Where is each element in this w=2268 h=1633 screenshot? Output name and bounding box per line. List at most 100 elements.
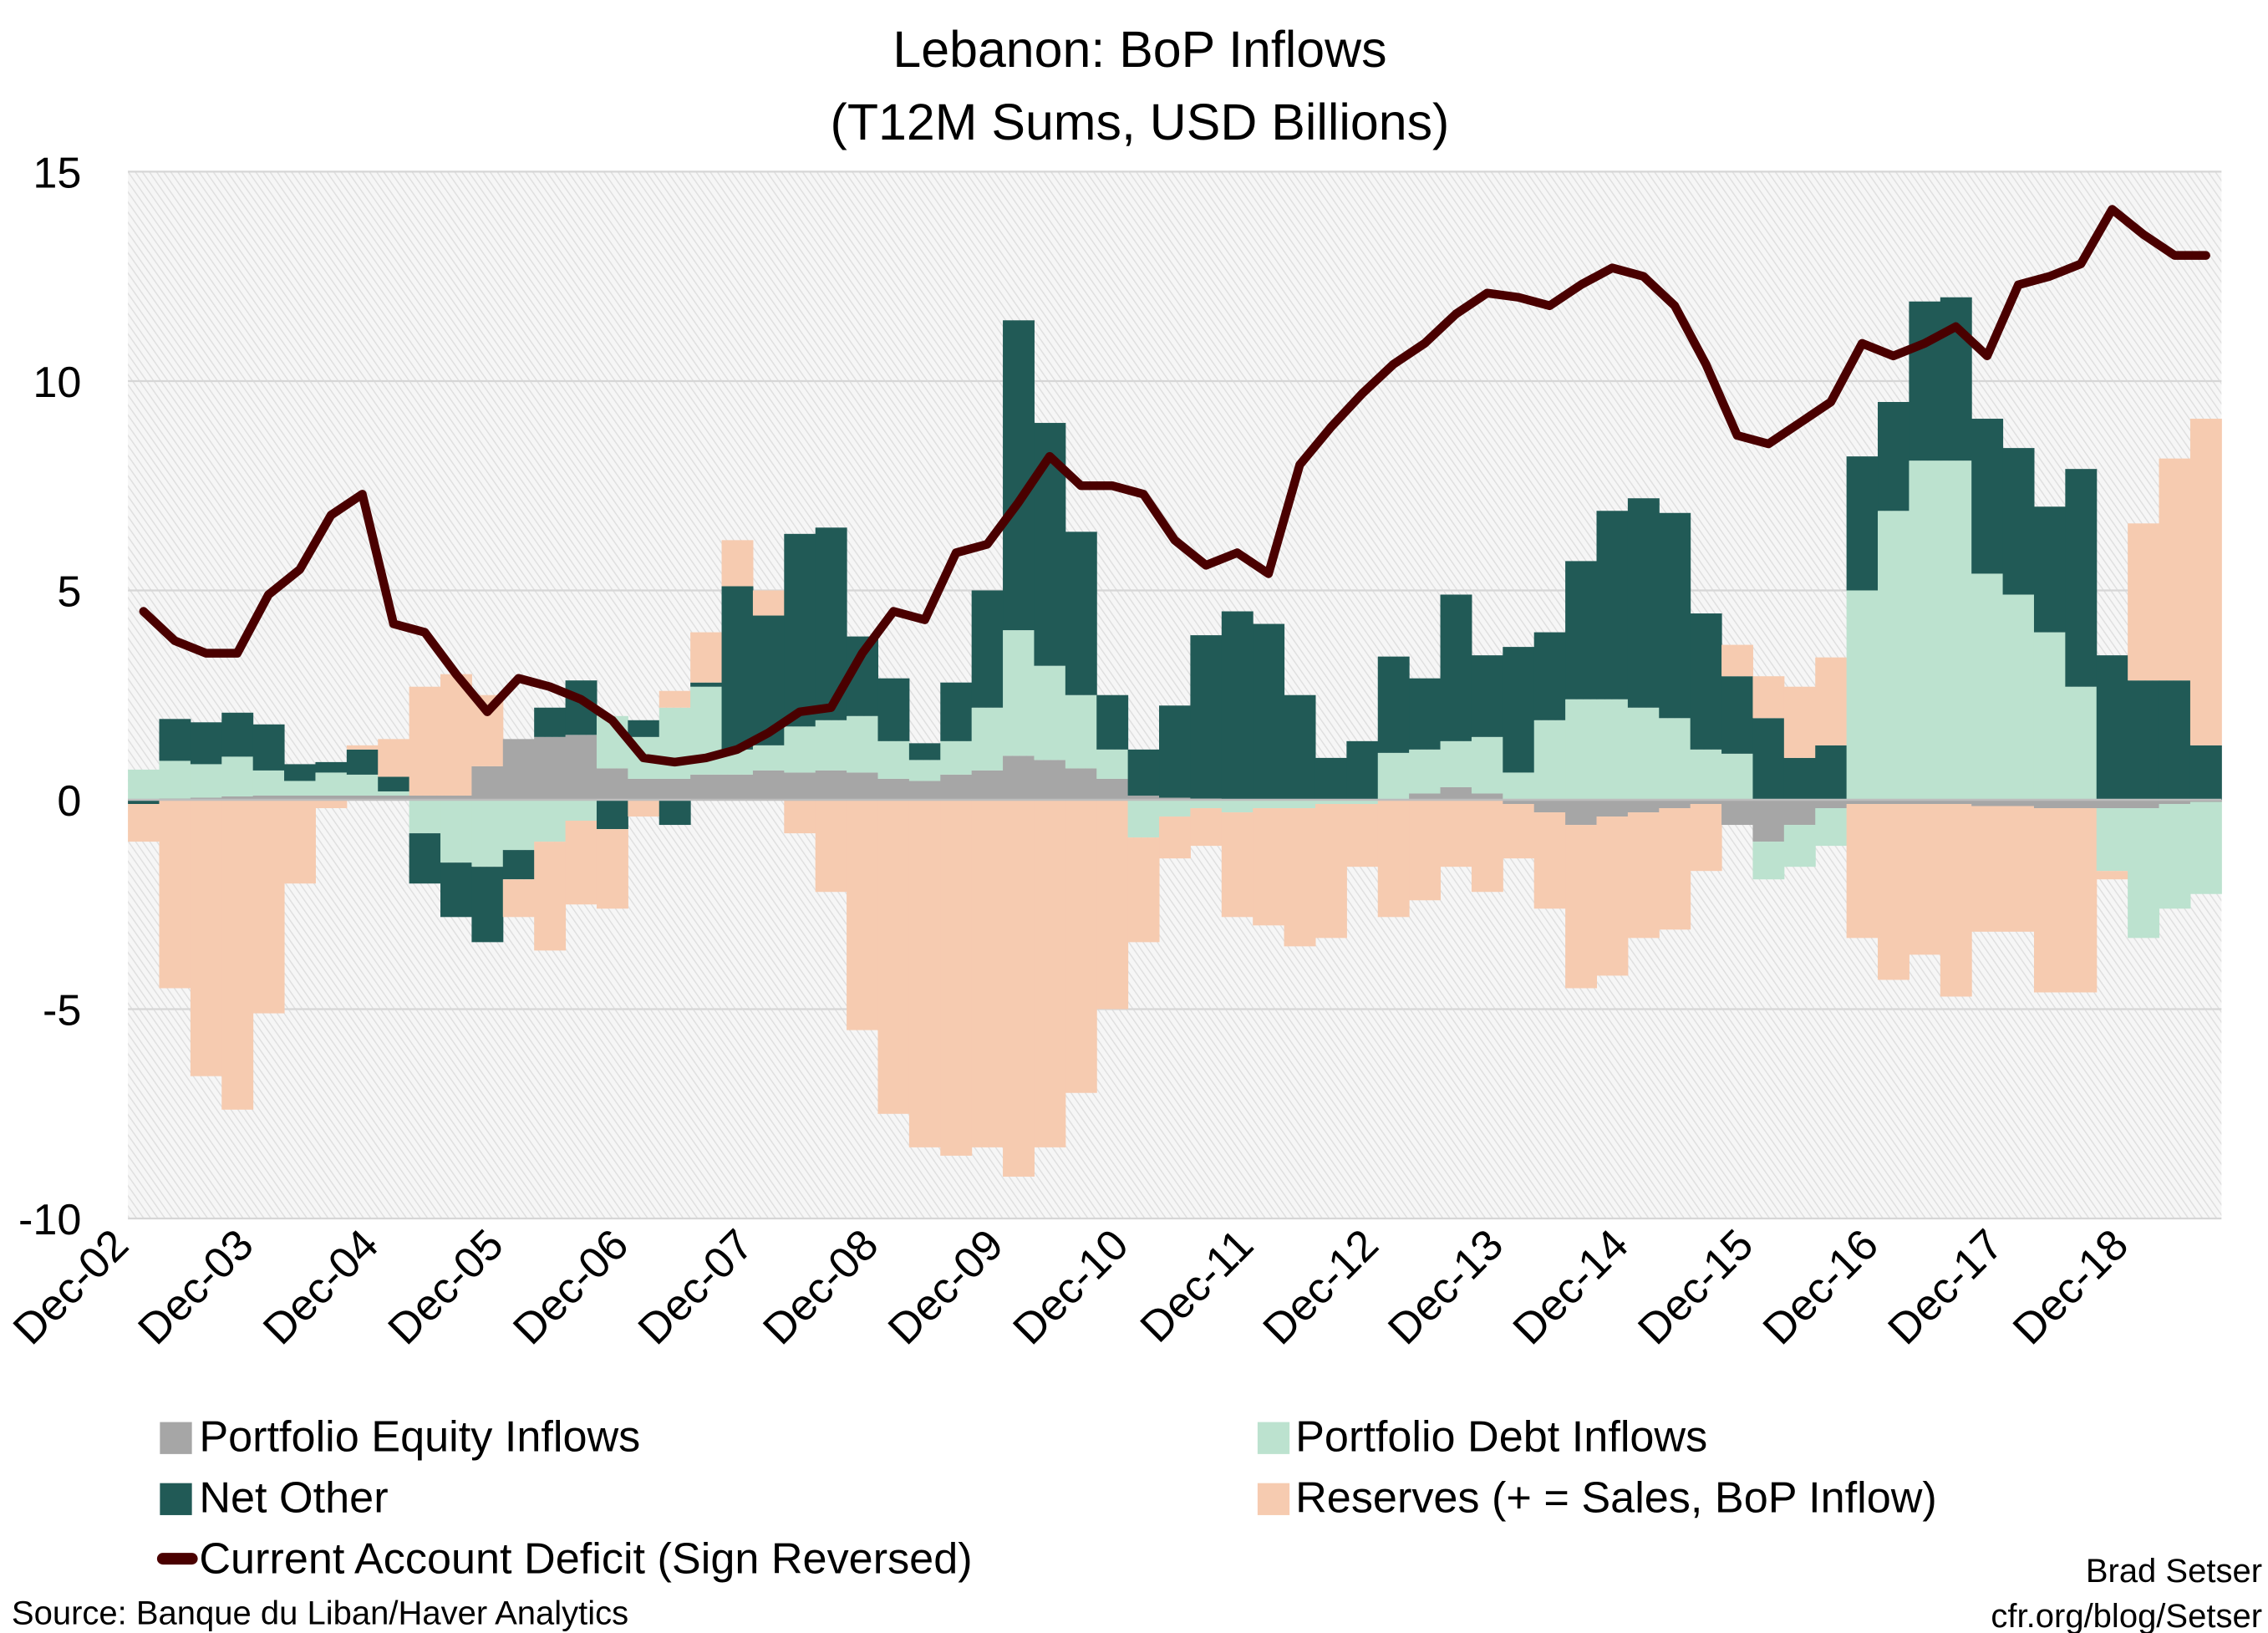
legend-label-net-other: Net Other (199, 1473, 388, 1522)
bar-portfolio-equity-inflows (1690, 799, 1722, 805)
bar-net-other (1284, 694, 1316, 800)
bar-reserves-sales-bop-inflow (877, 799, 910, 1114)
bar-portfolio-equity-inflows (409, 795, 441, 800)
bar-portfolio-debt-inflows (252, 770, 285, 796)
bar-portfolio-equity-inflows (1752, 799, 1785, 842)
x-axis: Dec-02Dec-03Dec-04Dec-05Dec-06Dec-07Dec-… (4, 1220, 2138, 1354)
bar-portfolio-debt-inflows (128, 769, 160, 799)
bar-reserves-sales-bop-inflow (1221, 812, 1254, 918)
bar-portfolio-equity-inflows (565, 735, 598, 800)
bar-reserves-sales-bop-inflow (784, 799, 816, 834)
x-tick-label: Dec-11 (1131, 1220, 1263, 1351)
bar-net-other (471, 867, 504, 943)
legend-item-current-account: Current Account Deficit (Sign Reversed) (156, 1535, 973, 1584)
x-tick-label: Dec-10 (1004, 1220, 1138, 1354)
bar-net-other (1721, 676, 1753, 754)
bar-portfolio-debt-inflows (1909, 460, 1941, 800)
bar-reserves-sales-bop-inflow (2002, 806, 2035, 932)
bar-net-other (908, 743, 941, 761)
bar-portfolio-debt-inflows (1127, 799, 1160, 838)
bar-net-other (346, 749, 379, 775)
bar-portfolio-equity-inflows (1721, 799, 1753, 826)
bar-portfolio-debt-inflows (1503, 772, 1535, 800)
bar-reserves-sales-bop-inflow (1034, 799, 1066, 1147)
bar-portfolio-debt-inflows (1721, 753, 1753, 800)
bar-portfolio-equity-inflows (1096, 778, 1129, 800)
y-tick-label: 5 (57, 568, 81, 617)
bar-portfolio-equity-inflows (690, 774, 723, 800)
bar-portfolio-debt-inflows (471, 799, 504, 867)
legend: Portfolio Equity Inflows Portfolio Debt … (156, 1412, 1937, 1584)
bar-reserves-sales-bop-inflow (1783, 686, 1816, 758)
bar-reserves-sales-bop-inflow (159, 799, 191, 989)
x-tick-label: Dec-04 (254, 1220, 388, 1354)
bar-net-other (284, 764, 316, 781)
x-tick-label: Dec-13 (1379, 1220, 1513, 1354)
bar-portfolio-debt-inflows (1783, 825, 1816, 867)
bar-portfolio-equity-inflows (1815, 799, 1848, 809)
bar-portfolio-debt-inflows (908, 760, 941, 781)
bar-reserves-sales-bop-inflow (1909, 804, 1941, 955)
x-tick-label: Dec-15 (1629, 1220, 1762, 1354)
bar-reserves-sales-bop-inflow (221, 799, 254, 1110)
credit-url: cfr.org/blog/Setser (1991, 1598, 2262, 1633)
bar-net-other (721, 586, 754, 750)
bar-net-other (502, 850, 535, 880)
legend-swatch-reserves (1257, 1483, 1290, 1515)
bar-portfolio-equity-inflows (1783, 799, 1816, 826)
bar-net-other (1159, 705, 1191, 798)
bar-reserves-sales-bop-inflow (1190, 808, 1223, 847)
bar-reserves-sales-bop-inflow (596, 829, 628, 909)
bar-reserves-sales-bop-inflow (1440, 799, 1472, 867)
legend-item-reserves: Reserves (+ = Sales, BoP Inflow) (1257, 1473, 1937, 1522)
bar-portfolio-debt-inflows (1752, 842, 1785, 880)
bar-portfolio-equity-inflows (252, 795, 285, 800)
bar-reserves-sales-bop-inflow (628, 799, 660, 817)
x-tick-label: Dec-16 (1754, 1220, 1888, 1354)
bar-net-other (1377, 656, 1410, 753)
bar-portfolio-equity-inflows (221, 796, 254, 800)
bar-portfolio-debt-inflows (752, 745, 785, 771)
bar-portfolio-equity-inflows (940, 774, 973, 800)
bar-reserves-sales-bop-inflow (1721, 644, 1753, 677)
bar-reserves-sales-bop-inflow (1878, 804, 1909, 980)
bar-reserves-sales-bop-inflow (284, 799, 316, 884)
bar-reserves-sales-bop-inflow (908, 799, 941, 1147)
bar-portfolio-debt-inflows (378, 791, 410, 796)
bar-net-other (409, 833, 441, 884)
bar-portfolio-equity-inflows (2128, 799, 2160, 809)
bar-net-other (1971, 419, 2004, 574)
x-tick-label: Dec-06 (504, 1220, 638, 1354)
bar-net-other (1596, 511, 1629, 699)
bar-net-other (2159, 680, 2191, 800)
bar-portfolio-debt-inflows (1003, 630, 1035, 756)
bar-reserves-sales-bop-inflow (2189, 419, 2222, 745)
bar-reserves-sales-bop-inflow (1752, 676, 1785, 719)
bar-portfolio-equity-inflows (440, 795, 472, 800)
bar-portfolio-equity-inflows (2002, 799, 2035, 806)
bar-portfolio-debt-inflows (502, 799, 535, 851)
bar-portfolio-debt-inflows (1315, 799, 1347, 805)
bar-reserves-sales-bop-inflow (315, 799, 348, 809)
bar-portfolio-debt-inflows (1190, 799, 1223, 809)
bar-reserves-sales-bop-inflow (1253, 808, 1285, 926)
bar-net-other (440, 862, 472, 918)
bar-net-other (1878, 401, 1909, 511)
bar-portfolio-debt-inflows (346, 774, 379, 796)
bar-portfolio-debt-inflows (1346, 799, 1379, 805)
legend-swatch-equity (160, 1422, 192, 1454)
bar-portfolio-equity-inflows (815, 770, 847, 800)
chart-subtitle: (T12M Sums, USD Billions) (831, 94, 1450, 150)
bar-portfolio-equity-inflows (1627, 799, 1660, 813)
bar-portfolio-debt-inflows (190, 764, 222, 798)
y-tick-label: 15 (33, 150, 81, 198)
bar-portfolio-debt-inflows (1034, 665, 1066, 761)
bar-net-other (940, 682, 973, 741)
bar-net-other (1440, 594, 1472, 741)
bar-portfolio-debt-inflows (1846, 590, 1879, 800)
bar-portfolio-equity-inflows (908, 781, 941, 800)
bar-reserves-sales-bop-inflow (1284, 808, 1316, 947)
bar-reserves-sales-bop-inflow (1346, 804, 1379, 867)
bar-portfolio-equity-inflows (847, 772, 879, 800)
